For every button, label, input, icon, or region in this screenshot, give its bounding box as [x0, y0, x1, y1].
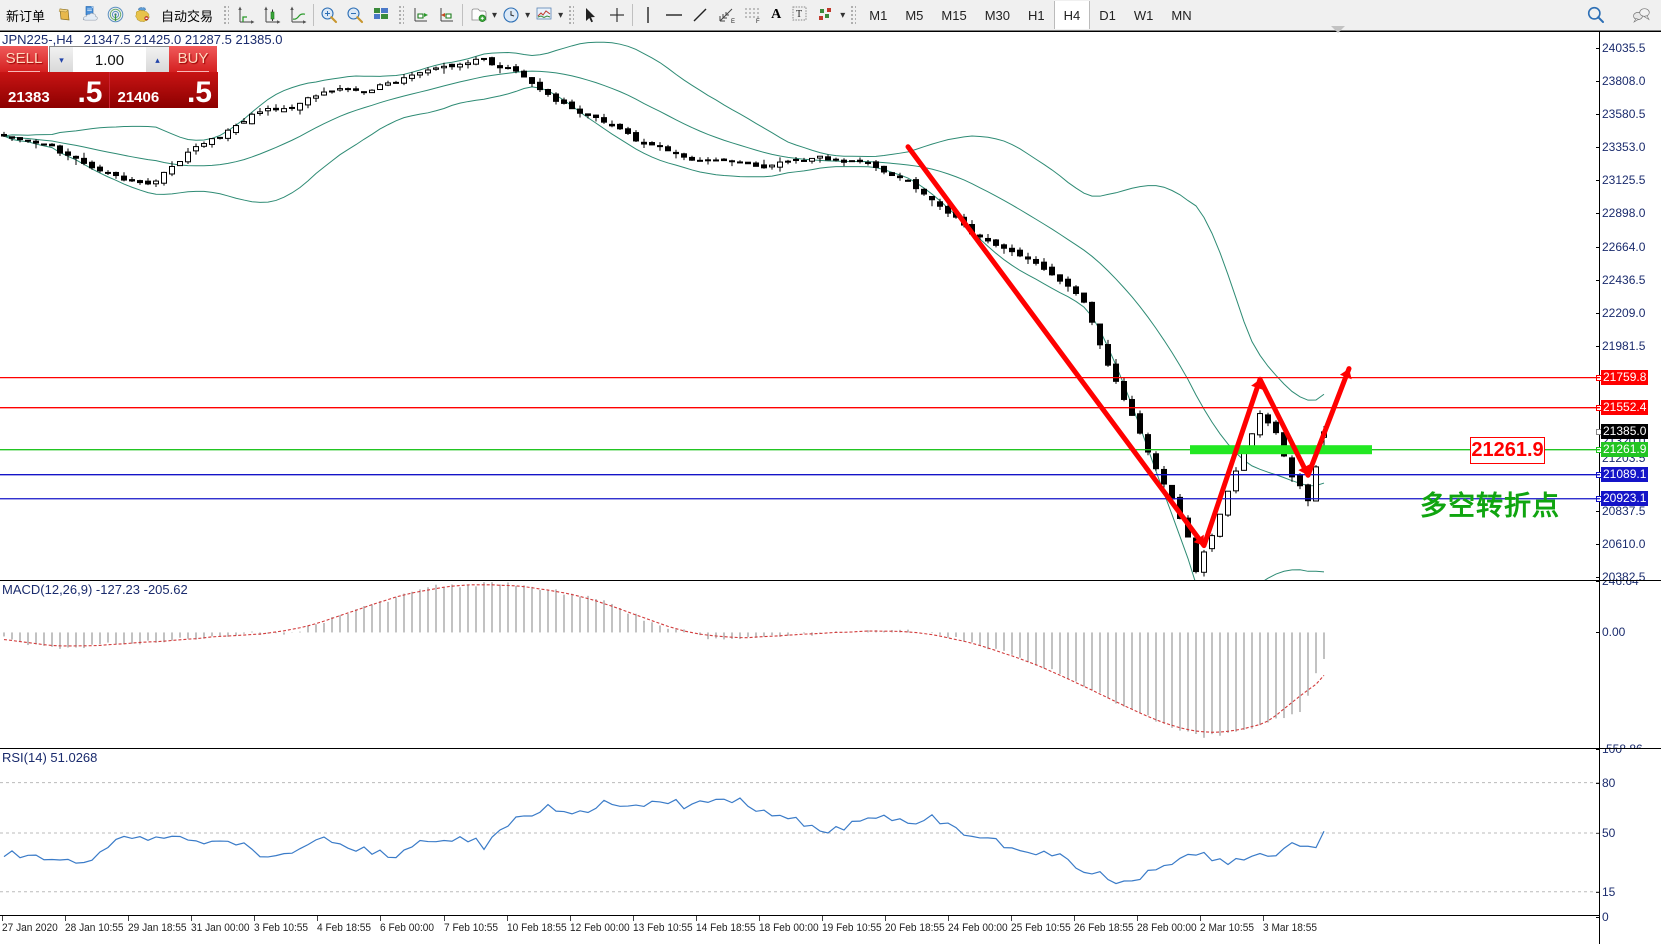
svg-text:E: E: [731, 19, 735, 25]
svg-text:T: T: [796, 9, 802, 20]
svg-text:F: F: [756, 19, 760, 25]
